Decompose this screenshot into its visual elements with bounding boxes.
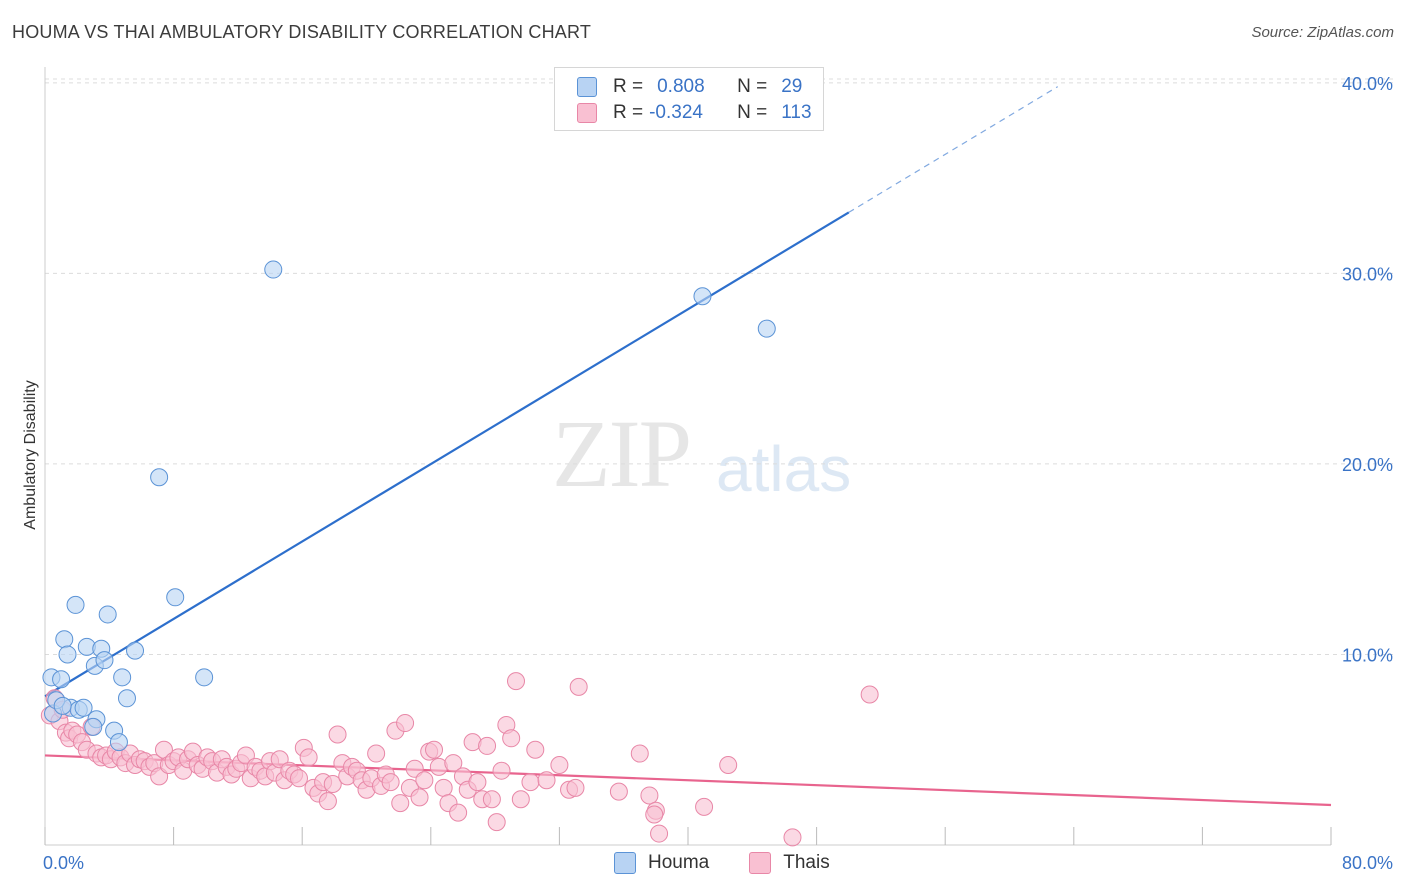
thais-point	[487, 813, 506, 832]
correlation-legend: R = 0.808 N = 29 R = -0.324 N = 113	[554, 67, 824, 131]
houma-point	[66, 595, 85, 614]
x-tick-label: 0.0%	[43, 853, 84, 873]
grid-lines	[45, 78, 1395, 655]
tick-labels: 10.0% 20.0% 30.0% 40.0% 0.0% 80.0%	[43, 74, 1393, 873]
thais-point	[521, 773, 540, 792]
thais-point	[566, 778, 585, 797]
thais-point	[367, 744, 386, 763]
thais-point	[537, 771, 556, 790]
chart-title: HOUMA VS THAI AMBULATORY DISABILITY CORR…	[12, 22, 592, 42]
houma-point	[109, 733, 128, 752]
thais-point	[783, 828, 802, 847]
watermark-atlas: atlas	[716, 433, 852, 505]
houma-r-value: 0.808	[657, 76, 705, 97]
houma-point	[55, 630, 74, 649]
houma-point	[98, 605, 117, 624]
thais-point	[860, 685, 879, 704]
thais-point	[391, 794, 410, 813]
thais-point	[444, 754, 463, 773]
houma-point	[126, 641, 145, 660]
thais-point	[425, 740, 444, 759]
thais-point	[502, 729, 521, 748]
houma-point	[693, 287, 712, 306]
houma-point	[52, 670, 71, 689]
thais-point	[289, 769, 308, 788]
watermark-zip: ZIP	[552, 400, 692, 507]
thais-point	[569, 677, 588, 696]
trend-lines	[44, 86, 1332, 807]
houma-point	[117, 689, 136, 708]
houma-legend-label: Houma	[648, 852, 710, 873]
thais-point	[434, 778, 453, 797]
legend-row-houma: R = 0.808 N = 29	[577, 74, 802, 100]
thais-point	[640, 786, 659, 805]
y-tick-label: 10.0%	[1342, 645, 1393, 665]
thais-point	[323, 775, 342, 794]
thais-point	[609, 782, 628, 801]
houma-point	[113, 668, 132, 687]
thais-r-value: -0.324	[649, 102, 703, 123]
thais-point	[550, 755, 569, 774]
houma-n-value: 29	[781, 76, 803, 97]
houma-point	[150, 468, 169, 487]
y-tick-label: 30.0%	[1342, 264, 1393, 284]
thais-point	[318, 792, 337, 811]
houma-trend-line	[44, 211, 850, 698]
houma-point	[58, 645, 77, 664]
axes	[44, 67, 1332, 846]
houma-point	[95, 651, 114, 670]
thais-point	[482, 790, 501, 809]
thais-point	[650, 824, 669, 843]
thais-point	[511, 790, 530, 809]
source-credit: Source: ZipAtlas.com	[1251, 24, 1394, 41]
houma-r-label: R =	[613, 76, 644, 97]
thais-point	[630, 744, 649, 763]
houma-swatch	[577, 77, 597, 97]
data-points	[40, 260, 879, 847]
thais-point	[449, 803, 468, 822]
thais-point	[381, 773, 400, 792]
thais-point	[695, 797, 714, 816]
houma-point	[166, 588, 185, 607]
thais-point	[478, 736, 497, 755]
houma-n-label: N =	[737, 76, 768, 97]
thais-point	[719, 755, 738, 774]
thais-legend-swatch	[749, 852, 772, 874]
houma-point	[84, 717, 103, 736]
houma-point	[74, 698, 93, 717]
legend-row-thais: R = -0.324 N = 113	[577, 100, 812, 126]
thais-r-label: R =	[613, 102, 644, 123]
houma-legend-swatch	[614, 852, 636, 874]
thais-n-value: 113	[781, 102, 812, 123]
thais-point	[492, 761, 511, 780]
thais-n-label: N =	[737, 102, 768, 123]
y-axis-label: Ambulatory Disability	[22, 380, 39, 529]
y-tick-label: 40.0%	[1342, 74, 1393, 94]
thais-point	[328, 725, 347, 744]
houma-point	[53, 696, 72, 715]
y-tick-label: 20.0%	[1342, 455, 1393, 475]
thais-point	[526, 740, 545, 759]
thais-legend-label: Thais	[783, 852, 830, 873]
thais-point	[506, 672, 525, 691]
houma-trend-extension	[848, 86, 1059, 213]
thais-point	[299, 748, 318, 767]
houma-point	[757, 319, 776, 338]
thais-point	[468, 773, 487, 792]
thais-point	[645, 805, 664, 824]
thais-swatch	[577, 103, 597, 123]
series-legend: Houma Thais	[614, 852, 830, 874]
x-tick-label: 80.0%	[1342, 853, 1393, 873]
houma-point	[264, 260, 283, 279]
thais-point	[415, 771, 434, 790]
thais-point	[396, 714, 415, 733]
thais-point	[410, 788, 429, 807]
houma-point	[195, 668, 214, 687]
